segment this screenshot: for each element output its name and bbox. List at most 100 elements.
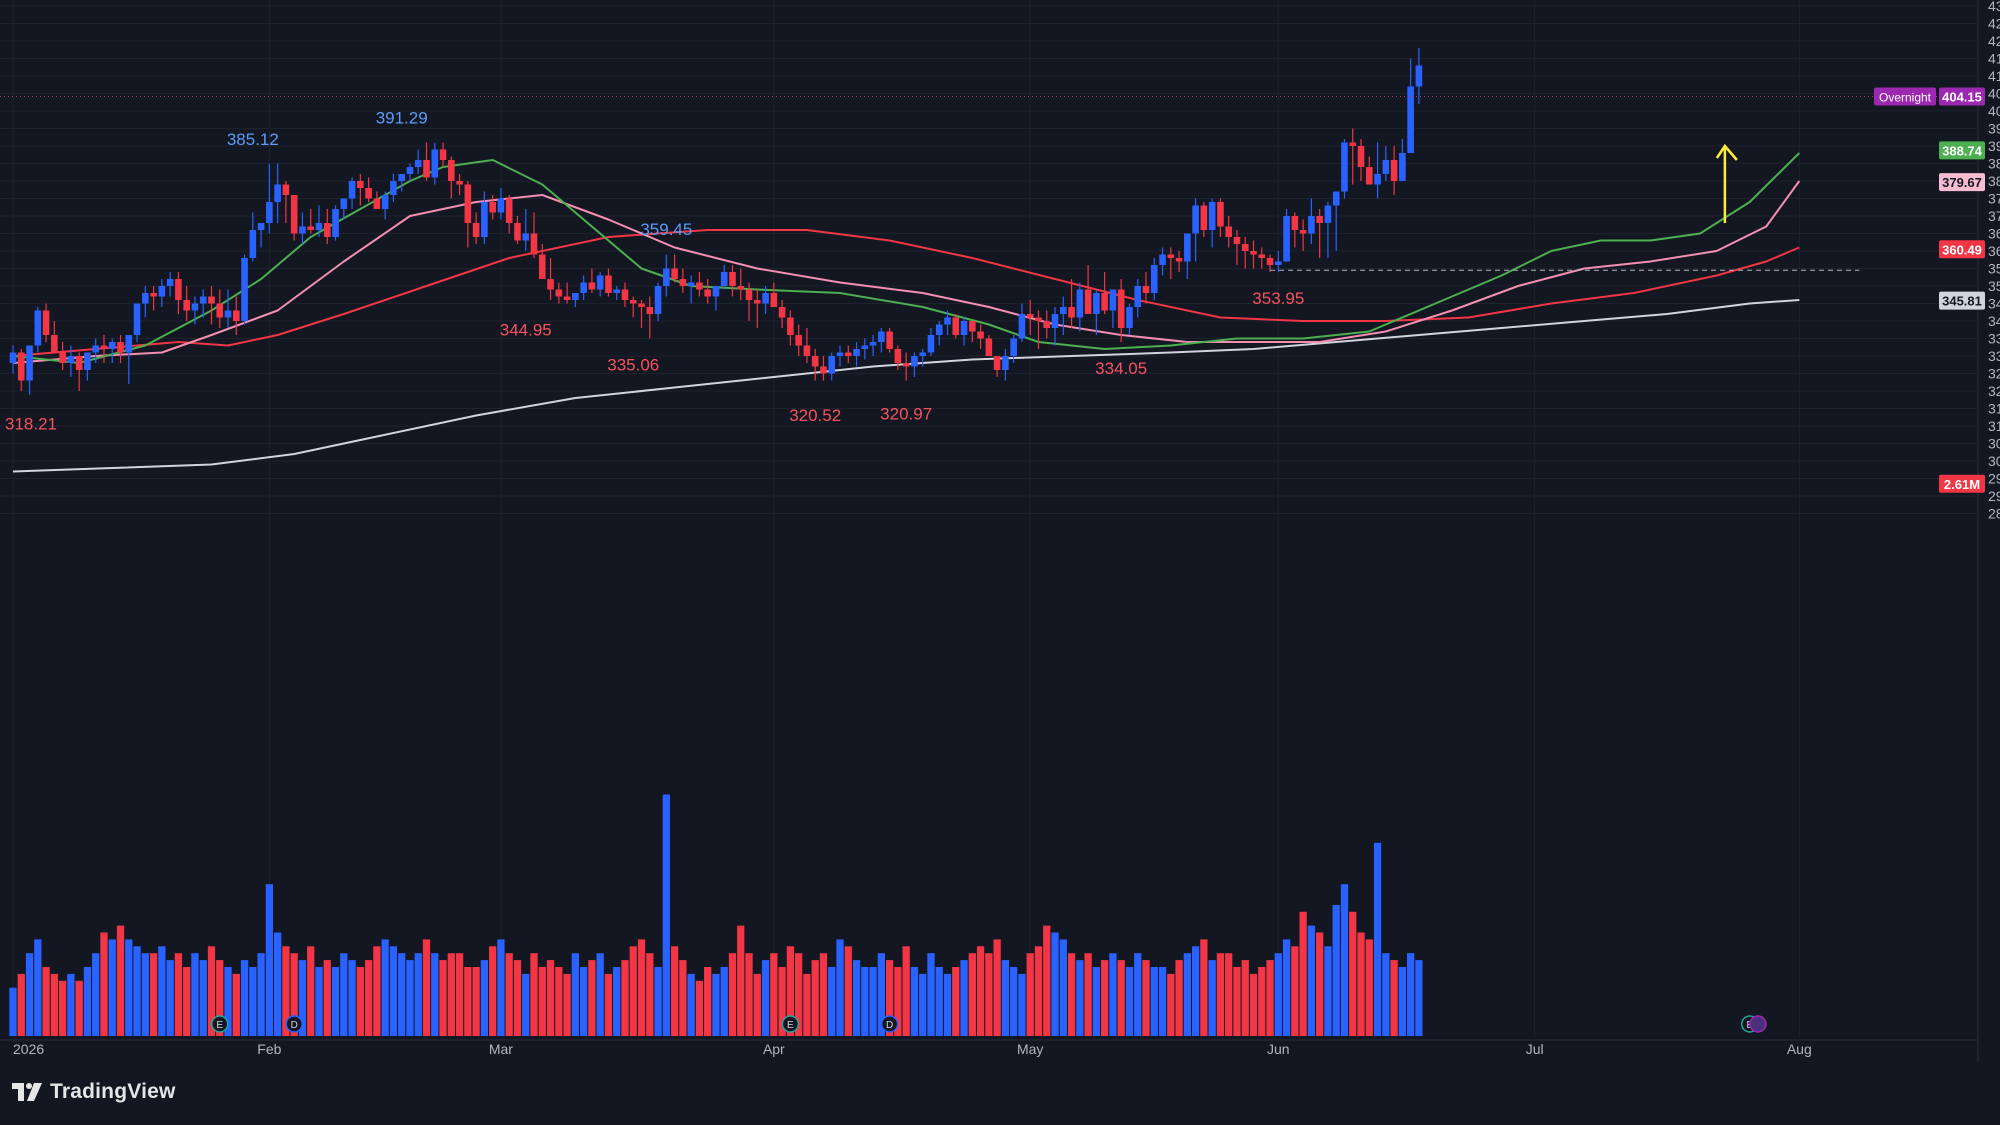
candle-body <box>1126 307 1133 328</box>
volume-bar <box>522 973 530 1036</box>
volume-bar <box>555 967 563 1036</box>
volume-bar <box>1134 953 1142 1036</box>
volume-bar <box>1291 946 1299 1036</box>
candle-body <box>398 174 405 181</box>
volume-bar <box>100 932 108 1036</box>
candle-body <box>1308 216 1315 234</box>
volume-bar <box>406 960 414 1036</box>
volume-bar <box>505 953 513 1036</box>
volume-bar <box>1398 967 1406 1036</box>
volume-bar <box>1117 960 1125 1036</box>
candle-body <box>125 335 133 353</box>
candle-body <box>497 198 505 213</box>
volume-bar <box>183 967 191 1036</box>
dividend-marker[interactable] <box>880 1015 899 1033</box>
volume-bar <box>240 960 249 1036</box>
time-axis[interactable]: 2026 Feb Mar Apr May Jun Jul Aug <box>13 1041 1812 1057</box>
split-event-marker[interactable] <box>1749 1015 1767 1033</box>
candle-body <box>464 184 472 223</box>
volume-bar <box>166 960 174 1036</box>
volume-bar <box>563 973 571 1036</box>
price-axis[interactable]: 430.00 425.00420.00 415.00410.00 405.00400.… <box>1988 0 2000 522</box>
candle-body <box>9 352 17 363</box>
candle-body <box>654 286 662 314</box>
candle-body <box>952 317 960 335</box>
candle-body <box>1051 314 1059 328</box>
volume-bar <box>422 939 431 1036</box>
candle-body <box>1159 254 1166 265</box>
candle-body <box>1192 205 1199 234</box>
candle-body <box>332 209 339 237</box>
volume-bar <box>158 946 166 1036</box>
candle-body <box>1407 86 1414 153</box>
volume-bar <box>389 946 398 1036</box>
volume-bar <box>803 973 811 1036</box>
brand-name: TradingView <box>50 1080 176 1103</box>
volume-bar <box>373 946 381 1036</box>
volume-bar <box>249 967 257 1036</box>
sma-50-line <box>12 229 1800 357</box>
dividend-marker[interactable] <box>285 1015 303 1033</box>
volume-bar <box>1299 911 1307 1036</box>
candle-body <box>208 296 215 304</box>
volume-bar <box>877 953 885 1036</box>
volume-bar <box>257 953 265 1036</box>
candle-body <box>381 195 389 209</box>
tradingview-logo-icon <box>12 1083 42 1101</box>
candle-body <box>75 356 83 370</box>
price-tick-label: 320.00 <box>1988 383 2000 399</box>
volume-bar <box>431 953 439 1036</box>
candle-body <box>323 223 331 237</box>
time-tick-label: Jun <box>1267 1041 1290 1057</box>
candle-body <box>547 279 554 290</box>
volume-bar <box>480 960 489 1036</box>
yellow-arrow-drawing[interactable] <box>1715 143 1738 223</box>
volume-bar <box>108 939 116 1036</box>
candle-body <box>621 289 629 300</box>
time-tick-label: Mar <box>489 1041 513 1057</box>
volume-bar <box>960 960 968 1036</box>
volume-bar <box>1225 953 1233 1036</box>
volume-bar <box>1373 842 1382 1036</box>
volume-bar <box>1340 884 1349 1036</box>
candle-body <box>1134 286 1142 307</box>
candle-body <box>1266 258 1274 265</box>
candle-body <box>1076 289 1084 318</box>
price-badge-value: 404.15 <box>1942 89 1982 104</box>
candle-body <box>1283 216 1290 262</box>
candle-body <box>1026 314 1034 318</box>
volume-bar <box>1067 953 1076 1036</box>
price-tick-label: 355.00 <box>1988 261 2000 277</box>
candle-body <box>406 167 414 174</box>
volume-bar <box>968 953 976 1036</box>
earnings-marker[interactable] <box>781 1015 800 1033</box>
price-tick-label: 330.00 <box>1988 348 2000 364</box>
price-badge <box>1939 474 1985 493</box>
volume-bar <box>17 973 25 1036</box>
time-tick-label: Aug <box>1787 1041 1812 1057</box>
candle-body <box>257 223 265 230</box>
price-tick-label: 370.00 <box>1988 208 2000 224</box>
volume-bar <box>290 953 298 1036</box>
candle-body <box>1341 142 1348 192</box>
volume-bar <box>25 953 34 1036</box>
volume-bar <box>993 939 1001 1036</box>
volume-bar <box>588 960 596 1036</box>
volume-bar <box>207 946 216 1036</box>
time-tick-label: May <box>1017 1041 1043 1057</box>
tradingview-logo[interactable]: TradingView <box>12 1080 176 1104</box>
volume-bar <box>1026 953 1034 1036</box>
candlesticks <box>9 48 1423 395</box>
candle-body <box>390 181 397 195</box>
candle-body <box>795 335 802 346</box>
candle-body <box>720 272 728 286</box>
candle-body <box>1208 202 1216 230</box>
earnings-marker[interactable] <box>211 1015 229 1033</box>
candle-body <box>878 331 885 342</box>
volume-bar <box>1183 953 1191 1036</box>
volume-bar <box>216 960 224 1036</box>
ema-21-line <box>12 180 1801 364</box>
candle-body <box>357 181 364 188</box>
volume-bar <box>348 960 356 1036</box>
